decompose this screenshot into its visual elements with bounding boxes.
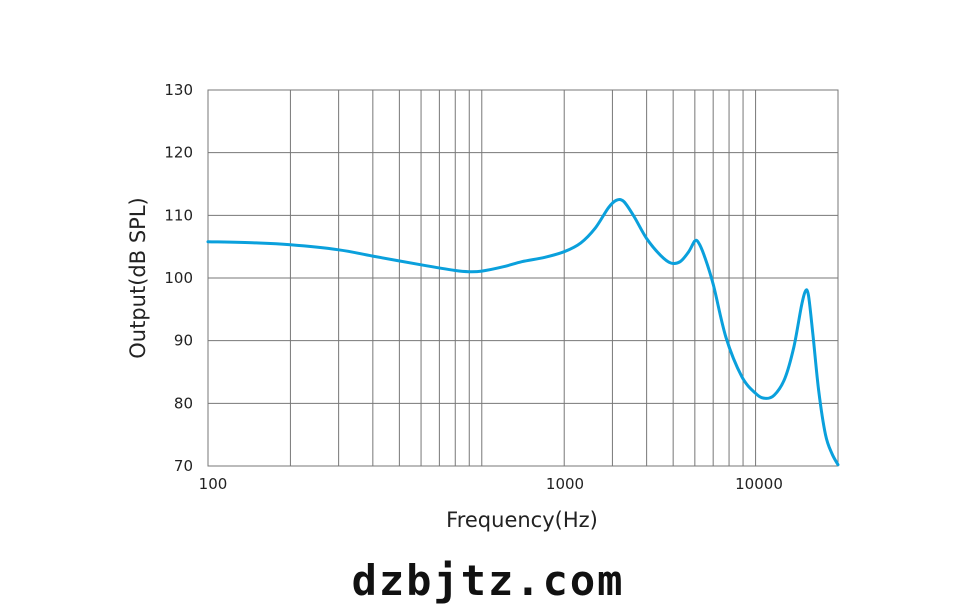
y-tick-label: 130 (164, 81, 193, 99)
x-tick-label: 1000 (546, 475, 584, 493)
y-tick-label: 80 (174, 394, 193, 412)
x-axis-label: Frequency(Hz) (446, 508, 598, 532)
series-line (206, 197, 840, 467)
y-axis-label: Output(dB SPL) (126, 197, 150, 358)
x-tick-labels: 100 1000 10000 (199, 475, 783, 493)
plot-frame (207, 89, 839, 467)
x-tick-label: 10000 (735, 475, 783, 493)
y-tick-label: 110 (164, 206, 193, 224)
watermark: dzbjtz.com (351, 556, 625, 605)
grid (208, 90, 838, 466)
y-tick-label: 90 (174, 332, 193, 350)
y-tick-label: 100 (164, 269, 193, 287)
y-tick-label: 120 (164, 144, 193, 162)
x-tick-label: 100 (199, 475, 228, 493)
y-tick-labels: 70 80 90 100 110 120 130 (164, 81, 193, 475)
y-tick-label: 70 (174, 457, 193, 475)
